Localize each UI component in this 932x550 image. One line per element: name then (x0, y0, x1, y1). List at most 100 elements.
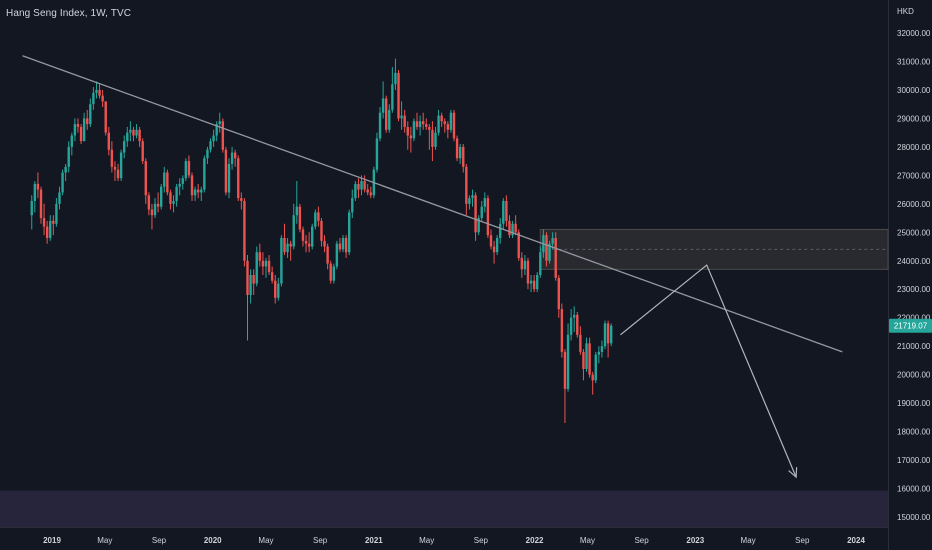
candle (76, 118, 80, 133)
price-tick-label: 27000.00 (897, 171, 931, 180)
candle-body (258, 252, 262, 261)
candle (95, 81, 98, 99)
candle-body (283, 237, 286, 253)
candle (332, 263, 335, 284)
candle-body (311, 226, 314, 247)
candle-body (483, 198, 487, 207)
candle (107, 126, 110, 156)
candle-body (33, 183, 37, 201)
candle-body (529, 280, 533, 284)
candle (280, 235, 283, 287)
candle-body (474, 195, 477, 233)
candle-body (135, 129, 138, 136)
candle (465, 163, 468, 216)
candle (258, 243, 262, 267)
candle-body (320, 220, 323, 241)
candle (391, 67, 394, 113)
candle (307, 232, 311, 253)
candle (169, 189, 172, 210)
candle (597, 346, 601, 364)
candle-body (252, 275, 255, 284)
candle-body (132, 129, 135, 136)
candle-body (190, 175, 194, 196)
time-tick-label: 2022 (526, 536, 544, 545)
time-tick-label: 2020 (204, 536, 222, 545)
candle-body (428, 126, 431, 130)
candle-body (569, 317, 573, 335)
candle (314, 209, 317, 230)
candle (190, 172, 194, 201)
candle (425, 118, 428, 130)
candle (585, 337, 588, 372)
candle-body (403, 115, 406, 127)
candle-body (471, 195, 474, 199)
projection-arrow (620, 264, 797, 478)
candle-body (156, 203, 160, 207)
candle (582, 349, 585, 381)
candle-body (61, 172, 64, 193)
price-tick-label: 31000.00 (897, 57, 931, 66)
candle-body (55, 203, 58, 224)
candle (505, 195, 508, 227)
candle-body (237, 158, 240, 199)
candle (261, 252, 265, 275)
candle (560, 303, 564, 358)
candle-body (566, 334, 570, 389)
candle (30, 195, 33, 230)
candle-body (126, 132, 129, 142)
candle-body (341, 237, 345, 250)
candle (539, 246, 542, 278)
candle (98, 84, 101, 99)
candle (292, 203, 295, 250)
candle (412, 118, 416, 142)
price-tick-label: 18000.00 (897, 428, 931, 437)
candle-body (230, 152, 234, 164)
trendline (22, 55, 843, 353)
candle (172, 195, 175, 213)
candle-body (499, 223, 502, 238)
candle-body (511, 223, 514, 236)
candle-body (348, 212, 351, 253)
candle-body (332, 266, 335, 281)
time-axis[interactable] (0, 527, 888, 550)
candle-body (354, 183, 357, 199)
candle (471, 189, 474, 207)
candle-body (86, 118, 89, 125)
candle (363, 175, 366, 193)
candle (52, 215, 55, 236)
candle (366, 183, 369, 196)
candle (378, 107, 382, 142)
last-price-label: 21719.07 (894, 322, 928, 331)
candle-body (141, 141, 144, 162)
candle (508, 215, 511, 238)
candle-body (409, 135, 413, 139)
candle (249, 269, 252, 304)
candle (403, 109, 406, 133)
candle (477, 215, 480, 236)
candle (600, 340, 604, 358)
candle-body (30, 200, 33, 216)
candle-body (597, 351, 601, 355)
candle-body (477, 218, 480, 233)
candle-body (113, 166, 117, 170)
candle-body (181, 178, 184, 184)
currency-label: HKD (897, 7, 914, 16)
price-axis[interactable] (888, 0, 932, 550)
candle-body (582, 351, 585, 369)
candle (489, 229, 493, 250)
candle (557, 275, 560, 318)
candle-body (603, 323, 607, 347)
candle-body (196, 189, 200, 193)
candle-body (295, 206, 299, 216)
candle (193, 186, 197, 201)
candle-body (39, 189, 43, 219)
candle (212, 129, 215, 147)
candle (335, 240, 339, 270)
candle (511, 220, 514, 238)
candle (200, 186, 203, 201)
candle (221, 118, 225, 153)
candle-body (150, 209, 154, 216)
price-tick-label: 24000.00 (897, 257, 931, 266)
